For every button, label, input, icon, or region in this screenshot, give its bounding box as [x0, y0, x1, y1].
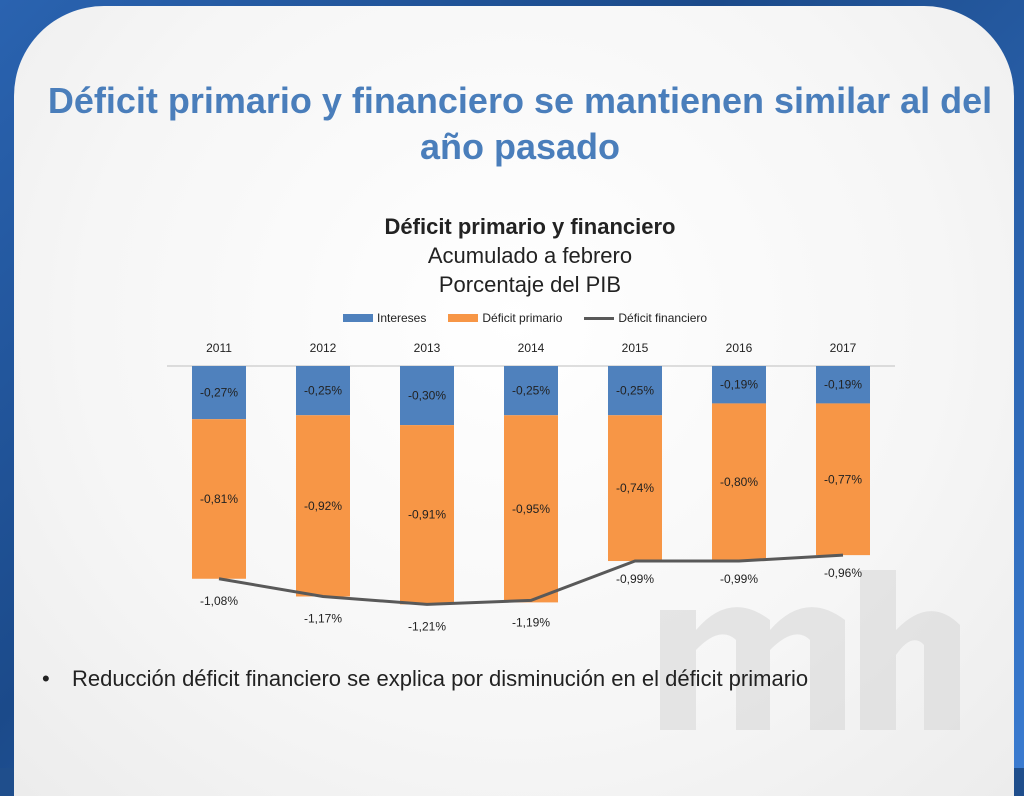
data-label-intereses-2012: -0,25%: [304, 384, 342, 398]
x-tick-label-2017: 2017: [830, 341, 857, 355]
logo-watermark: [660, 570, 960, 730]
data-label-intereses-2011: -0,27%: [200, 386, 238, 400]
legend-label-deficit-financiero: Déficit financiero: [618, 311, 708, 325]
legend-label-intereses: Intereses: [377, 311, 427, 325]
chart-title-block: Déficit primario y financiero Acumulado …: [180, 212, 880, 299]
data-label-deficit-primario-2014: -0,95%: [512, 502, 550, 516]
legend-label-deficit-primario: Déficit primario: [482, 311, 563, 325]
bar-deficit-primario-2014: [504, 415, 558, 603]
bar-deficit-primario-2017: [816, 403, 870, 556]
legend-item-intereses: Intereses: [343, 311, 426, 325]
x-tick-label-2013: 2013: [414, 341, 441, 355]
data-label-deficit-financiero-2015: -0,99%: [616, 572, 654, 586]
bar-deficit-primario-2016: [712, 403, 766, 562]
data-label-intereses-2016: -0,19%: [720, 378, 758, 392]
data-label-deficit-primario-2011: -0,81%: [200, 492, 238, 506]
data-label-deficit-primario-2012: -0,92%: [304, 499, 342, 513]
data-label-intereses-2017: -0,19%: [824, 378, 862, 392]
bar-deficit-primario-2015: [608, 415, 662, 562]
data-label-deficit-primario-2017: -0,77%: [824, 472, 862, 486]
x-tick-label-2016: 2016: [726, 341, 753, 355]
x-tick-label-2012: 2012: [310, 341, 337, 355]
bar-deficit-primario-2011: [192, 419, 246, 579]
x-tick-label-2014: 2014: [518, 341, 545, 355]
chart-plot: 2011 -0,27% -0,81% 2012 -0,25% -0,92% 2013 -0,3…: [167, 341, 895, 633]
bar-intereses-2011: [192, 366, 246, 420]
legend-swatch-intereses: [343, 314, 373, 322]
bar-intereses-2015: [608, 366, 662, 416]
data-label-deficit-financiero-2017: -0,96%: [824, 566, 862, 580]
chart-subtitle: Acumulado a febrero: [427, 243, 633, 268]
legend-item-deficit-financiero: Déficit financiero: [584, 311, 707, 325]
data-label-deficit-primario-2016: -0,80%: [720, 475, 758, 489]
data-label-deficit-financiero-2016: -0,99%: [720, 572, 758, 586]
chart-title: Déficit primario y financiero: [384, 214, 676, 239]
x-tick-label-2015: 2015: [622, 341, 649, 355]
legend-item-deficit-primario: Déficit primario: [448, 311, 562, 325]
legend-swatch-deficit-primario: [448, 314, 479, 322]
bar-intereses-2012: [296, 366, 350, 416]
data-label-deficit-financiero-2012: -1,17%: [304, 611, 342, 625]
bar-intereses-2014: [504, 366, 558, 416]
data-label-intereses-2014: -0,25%: [512, 384, 550, 398]
slide-title: Déficit primario y financiero se mantien…: [47, 80, 993, 167]
bar-intereses-2013: [400, 366, 454, 426]
bullet-text: Reducción déficit financiero se explica …: [72, 666, 809, 691]
data-label-deficit-financiero-2013: -1,21%: [408, 619, 446, 633]
data-label-deficit-primario-2015: -0,74%: [616, 481, 654, 495]
data-label-intereses-2015: -0,25%: [616, 384, 654, 398]
data-label-deficit-primario-2013: -0,91%: [408, 508, 446, 522]
data-label-deficit-financiero-2014: -1,19%: [512, 615, 550, 629]
data-label-deficit-financiero-2011: -1,08%: [200, 594, 238, 608]
x-tick-label-2011: 2011: [206, 341, 232, 355]
bullet-point: • Reducción déficit financiero se explica…: [42, 666, 942, 692]
chart-legend: Intereses Déficit primario Déficit finan…: [343, 309, 729, 327]
data-label-intereses-2013: -0,30%: [408, 389, 446, 403]
bar-deficit-primario-2013: [400, 425, 454, 605]
bar-intereses-2017: [816, 366, 870, 404]
bar-deficit-primario-2012: [296, 415, 350, 597]
line-deficit-financiero: [218, 553, 844, 606]
chart-subtitle-2: Porcentaje del PIB: [438, 272, 622, 297]
legend-swatch-deficit-financiero: [584, 316, 615, 320]
bullet-marker: •: [42, 666, 50, 691]
bar-intereses-2016: [712, 366, 766, 404]
